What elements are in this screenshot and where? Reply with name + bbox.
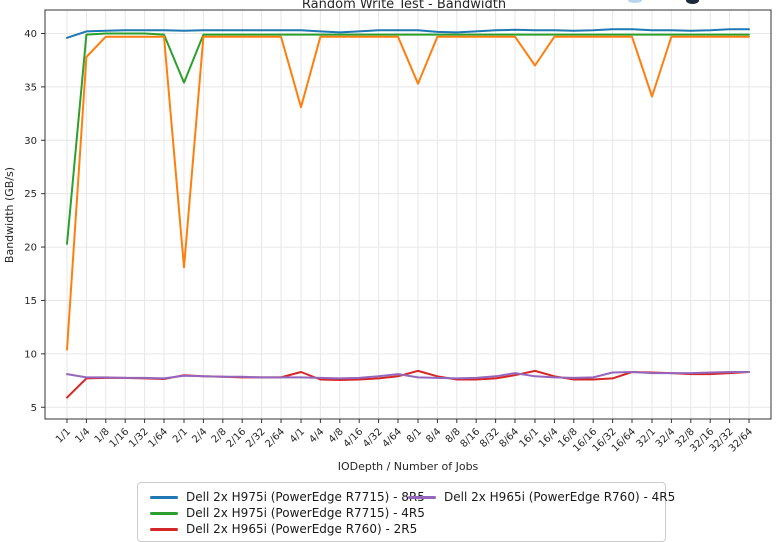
bandwidth-line-chart: 1/1 1/4 1/81/161/321/64 2/1 2/4 2/82/162/322/… bbox=[3, 0, 772, 473]
y-tick-label: 5 bbox=[31, 403, 37, 414]
legend-item: Dell 2x H975i (PowerEdge R7715) - 8R5 bbox=[150, 489, 425, 505]
x-tick-label: 2/32 bbox=[244, 426, 268, 450]
series-line bbox=[66, 32, 750, 245]
cropped-icon bbox=[628, 0, 642, 3]
x-tick-label: 2/4 bbox=[190, 426, 209, 445]
legend-label: Dell 2x H965i (PowerEdge R760) - 2R5 bbox=[186, 522, 418, 536]
x-tick-label: 32/4 bbox=[654, 426, 678, 450]
legend-line-swatch bbox=[408, 495, 436, 499]
x-tick-label: 16/4 bbox=[537, 426, 561, 450]
cropped-icon[interactable] bbox=[686, 0, 699, 4]
x-tick-label: 1/16 bbox=[108, 426, 132, 450]
y-tick-label: 15 bbox=[24, 296, 37, 307]
x-tick-label: 4/32 bbox=[361, 426, 385, 450]
x-tick-label: 1/4 bbox=[73, 426, 92, 445]
x-tick-label: 8/4 bbox=[424, 426, 443, 445]
chart-title: Random Write Test - Bandwidth bbox=[302, 0, 506, 12]
x-tick-label: 8/64 bbox=[497, 426, 521, 450]
x-tick-label: 8/32 bbox=[478, 426, 502, 450]
x-tick-label: 1/64 bbox=[146, 426, 170, 450]
legend-item: Dell 2x H965i (PowerEdge R760) - 2R5 bbox=[150, 521, 417, 537]
y-tick-label: 35 bbox=[24, 82, 37, 93]
legend-line-swatch bbox=[150, 527, 178, 531]
y-tick-label: 25 bbox=[24, 189, 37, 200]
series-line bbox=[66, 28, 750, 39]
legend: Dell 2x H975i (PowerEdge R7715) - 8R5 Del… bbox=[137, 482, 675, 542]
x-tick-label: 1/32 bbox=[127, 426, 151, 450]
legend-item: Dell 2x H975i (PowerEdge R7715) - 4R5 bbox=[150, 505, 425, 521]
x-tick-label: 2/16 bbox=[225, 426, 249, 450]
x-tick-label: 16/1 bbox=[517, 426, 541, 450]
y-tick-label: 30 bbox=[24, 136, 37, 147]
x-tick-label: 4/1 bbox=[288, 426, 307, 445]
y-tick-label: 10 bbox=[24, 349, 37, 360]
legend-line-swatch bbox=[150, 495, 178, 499]
y-tick-label: 20 bbox=[24, 243, 37, 254]
x-tick-label: 4/4 bbox=[307, 426, 326, 445]
x-tick-label: 4/16 bbox=[342, 426, 366, 450]
series-line bbox=[66, 35, 750, 351]
x-tick-label: 8/1 bbox=[405, 426, 424, 445]
series-layer bbox=[66, 28, 750, 399]
x-tick-label: 1/1 bbox=[54, 426, 73, 445]
grid-layer bbox=[45, 10, 771, 419]
legend-label: Dell 2x H965i (PowerEdge R760) - 4R5 bbox=[444, 490, 676, 504]
legend-item: Dell 2x H965i (PowerEdge R760) - 4R5 bbox=[408, 489, 675, 505]
x-tick-label: 32/1 bbox=[634, 426, 658, 450]
x-axis-label: IODepth / Number of Jobs bbox=[338, 460, 479, 473]
chart-container: 1/1 1/4 1/8 1/16 1/32 1/64 2/1 2/4 2/8 2/16 2/32 2/… bbox=[3, 0, 772, 473]
legend-label: Dell 2x H975i (PowerEdge R7715) - 8R5 bbox=[186, 490, 425, 504]
x-tick-label: 8/16 bbox=[459, 426, 483, 450]
plot-border bbox=[44, 9, 772, 420]
x-tick-label: 2/1 bbox=[171, 426, 190, 445]
legend-line-swatch bbox=[150, 511, 178, 515]
x-tick-label: 2/64 bbox=[263, 426, 287, 450]
y-axis-label: Bandwidth (GB/s) bbox=[3, 167, 16, 263]
y-tick-label: 40 bbox=[24, 29, 37, 40]
series-line bbox=[66, 371, 750, 380]
x-tick-label: 4/64 bbox=[380, 426, 404, 450]
legend-label: Dell 2x H975i (PowerEdge R7715) - 4R5 bbox=[186, 506, 425, 520]
